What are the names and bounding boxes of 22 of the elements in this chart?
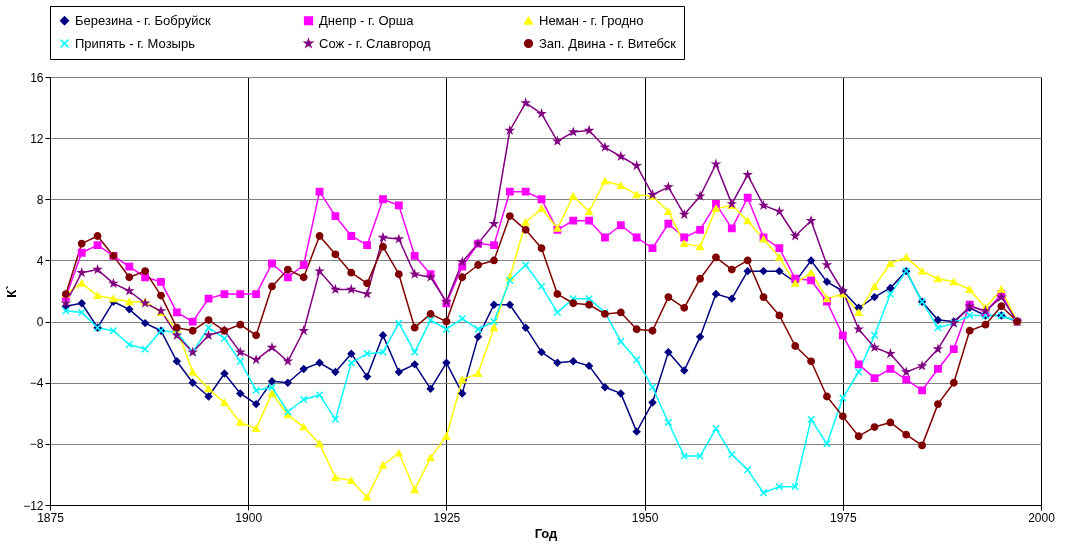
y-tick-label: 4 <box>36 253 44 268</box>
legend-label: Березина - г. Бобруйск <box>75 12 212 28</box>
legend-label: Днепр - г. Орша <box>319 12 415 28</box>
legend-label: Зап. Двина - г. Витебск <box>539 35 677 51</box>
y-tick-label: 8 <box>36 192 44 207</box>
x-tick-label: 2000 <box>1028 510 1056 525</box>
x-tick-label: 1950 <box>631 510 659 525</box>
x-tick-label: 1975 <box>829 510 857 525</box>
y-axis-title: К` <box>4 285 20 298</box>
legend-label: Сож - г. Славгород <box>319 35 432 51</box>
legend-label: Неман - г. Гродно <box>539 12 644 28</box>
x-tick-label: 1900 <box>235 510 263 525</box>
y-tick-label: 16 <box>30 70 44 85</box>
x-tick-label: 1925 <box>433 510 461 525</box>
x-tick-label: 1875 <box>37 510 65 525</box>
y-tick-label: 0 <box>36 315 44 330</box>
y-tick-label: −8 <box>29 437 44 452</box>
legend-label: Припять - г. Мозырь <box>75 35 196 51</box>
y-tick-label: −12 <box>23 498 44 513</box>
x-axis-title: Год <box>534 525 559 541</box>
y-tick-label: 12 <box>30 131 44 146</box>
y-tick-label: −4 <box>29 376 44 391</box>
